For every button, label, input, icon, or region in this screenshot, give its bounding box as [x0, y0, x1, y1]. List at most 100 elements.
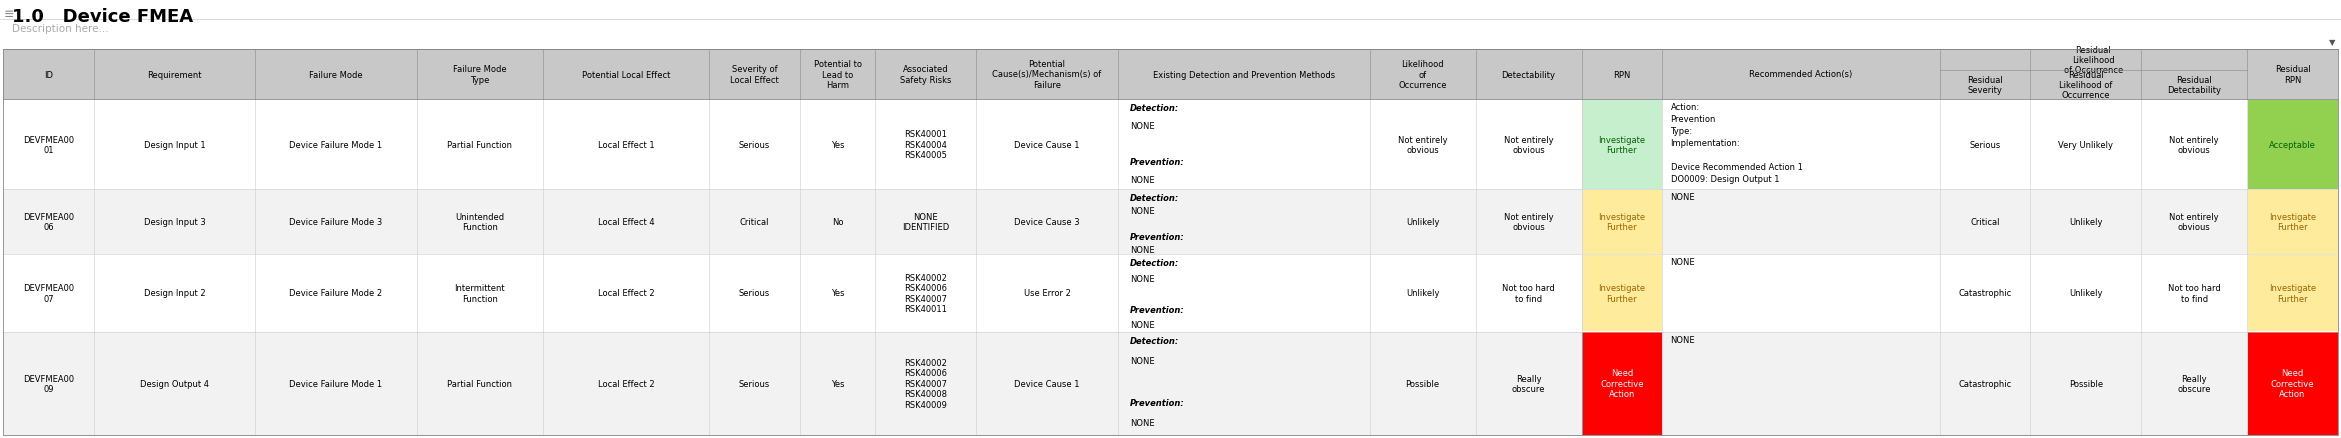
- Text: Very Unlikely: Very Unlikely: [2058, 141, 2114, 149]
- Text: Local Effect 4: Local Effect 4: [597, 218, 653, 227]
- Bar: [1583, 100, 1662, 190]
- Bar: [2, 100, 2339, 190]
- Text: Investigate
Further: Investigate Further: [1599, 135, 1646, 155]
- Text: NONE: NONE: [1671, 193, 1695, 202]
- Text: Yes: Yes: [831, 379, 845, 388]
- Text: Unlikely: Unlikely: [1407, 289, 1440, 298]
- Text: Implementation:: Implementation:: [1671, 139, 1739, 148]
- Text: Device Failure Mode 3: Device Failure Mode 3: [290, 218, 382, 227]
- Text: Existing Detection and Prevention Methods: Existing Detection and Prevention Method…: [1152, 71, 1334, 79]
- Text: Residual
RPN: Residual RPN: [2275, 65, 2311, 85]
- Text: 1.0   Device FMEA: 1.0 Device FMEA: [12, 8, 192, 26]
- Text: NONE: NONE: [1131, 246, 1154, 254]
- Text: Partial Function: Partial Function: [447, 379, 513, 388]
- Text: Investigate
Further: Investigate Further: [1599, 212, 1646, 232]
- Text: Prevention:: Prevention:: [1131, 305, 1185, 314]
- Text: Need
Corrective
Action: Need Corrective Action: [1601, 368, 1643, 398]
- Text: Not entirely
obvious: Not entirely obvious: [1398, 135, 1447, 155]
- Bar: [2, 190, 2339, 254]
- Text: Failure Mode: Failure Mode: [309, 71, 363, 79]
- Text: Not entirely
obvious: Not entirely obvious: [2170, 135, 2219, 155]
- Text: Device Failure Mode 2: Device Failure Mode 2: [290, 289, 382, 298]
- Text: Potential
Cause(s)/Mechanism(s) of
Failure: Potential Cause(s)/Mechanism(s) of Failu…: [993, 60, 1103, 90]
- Text: NONE: NONE: [1671, 335, 1695, 344]
- Text: Really
obscure: Really obscure: [2177, 374, 2210, 393]
- Text: Yes: Yes: [831, 141, 845, 149]
- Text: Unlikely: Unlikely: [1407, 218, 1440, 227]
- Bar: [1583, 332, 1662, 434]
- Text: Device Failure Mode 1: Device Failure Mode 1: [290, 379, 382, 388]
- Bar: [2, 332, 2339, 435]
- Text: NONE: NONE: [1131, 320, 1154, 329]
- Text: DO0009: Design Output 1: DO0009: Design Output 1: [1671, 175, 1779, 184]
- Text: Partial Function: Partial Function: [447, 141, 513, 149]
- Text: Type:: Type:: [1671, 127, 1693, 136]
- Text: RSK40002
RSK40006
RSK40007
RSK40008
RSK40009: RSK40002 RSK40006 RSK40007 RSK40008 RSK4…: [904, 358, 948, 409]
- Text: Potential to
Lead to
Harm: Potential to Lead to Harm: [815, 60, 861, 90]
- Text: Design Input 1: Design Input 1: [143, 141, 206, 149]
- Text: NONE: NONE: [1131, 176, 1154, 185]
- Text: Not too hard
to find: Not too hard to find: [1503, 283, 1554, 303]
- Text: Severity of
Local Effect: Severity of Local Effect: [730, 65, 780, 85]
- Text: NONE: NONE: [1671, 258, 1695, 266]
- Text: NONE: NONE: [1131, 122, 1154, 131]
- Text: Device Cause 1: Device Cause 1: [1014, 379, 1079, 388]
- Text: Local Effect 2: Local Effect 2: [597, 379, 653, 388]
- Text: Prevention:: Prevention:: [1131, 398, 1185, 407]
- Text: DEVFMEA00
09: DEVFMEA00 09: [23, 374, 75, 393]
- Text: Acceptable: Acceptable: [2268, 141, 2315, 149]
- Text: Serious: Serious: [1969, 141, 2002, 149]
- Text: Yes: Yes: [831, 289, 845, 298]
- Text: NONE: NONE: [1131, 418, 1154, 427]
- Text: Detection:: Detection:: [1131, 336, 1180, 345]
- Text: Likelihood
of
Occurrence: Likelihood of Occurrence: [1398, 60, 1447, 90]
- Text: Unlikely: Unlikely: [2069, 289, 2102, 298]
- Text: Not entirely
obvious: Not entirely obvious: [1503, 135, 1554, 155]
- Text: Unintended
Function: Unintended Function: [454, 212, 503, 232]
- Text: Not entirely
obvious: Not entirely obvious: [2170, 212, 2219, 232]
- Text: ID: ID: [44, 71, 54, 79]
- Text: Critical: Critical: [1971, 218, 1999, 227]
- Text: RSK40002
RSK40006
RSK40007
RSK40011: RSK40002 RSK40006 RSK40007 RSK40011: [904, 273, 948, 313]
- Text: Local Effect 1: Local Effect 1: [597, 141, 653, 149]
- Text: Prevention: Prevention: [1671, 115, 1716, 124]
- Text: Failure Mode
Type: Failure Mode Type: [452, 65, 506, 85]
- Text: Investigate
Further: Investigate Further: [1599, 283, 1646, 303]
- Bar: [2247, 255, 2339, 332]
- Text: Residual
Likelihood
of Occurrence: Residual Likelihood of Occurrence: [2065, 46, 2123, 75]
- Text: Serious: Serious: [740, 379, 770, 388]
- Bar: [2247, 332, 2339, 434]
- Text: RPN: RPN: [1613, 71, 1632, 79]
- Text: No: No: [831, 218, 843, 227]
- Text: DEVFMEA00
07: DEVFMEA00 07: [23, 283, 75, 303]
- Text: Description here...: Description here...: [12, 24, 108, 34]
- Text: Design Input 2: Design Input 2: [143, 289, 206, 298]
- Text: Detectability: Detectability: [1501, 71, 1554, 79]
- Text: Residual
Severity: Residual Severity: [1966, 76, 2004, 95]
- Text: Possible: Possible: [2069, 379, 2102, 388]
- Bar: [1583, 255, 1662, 332]
- Text: RSK40001
RSK40004
RSK40005: RSK40001 RSK40004 RSK40005: [904, 130, 948, 160]
- Text: Design Input 3: Design Input 3: [143, 218, 206, 227]
- Text: Intermittent
Function: Intermittent Function: [454, 283, 506, 303]
- Text: NONE
IDENTIFIED: NONE IDENTIFIED: [901, 212, 950, 232]
- Text: Residual
Detectability: Residual Detectability: [2168, 76, 2222, 95]
- Text: Recommended Action(s): Recommended Action(s): [1749, 71, 1852, 79]
- Bar: [2, 254, 2339, 332]
- Text: Prevention:: Prevention:: [1131, 233, 1185, 242]
- Text: NONE: NONE: [1131, 357, 1154, 365]
- Text: Need
Corrective
Action: Need Corrective Action: [2271, 368, 2315, 398]
- Text: Device Cause 1: Device Cause 1: [1014, 141, 1079, 149]
- Text: Local Effect 2: Local Effect 2: [597, 289, 653, 298]
- Text: Potential Local Effect: Potential Local Effect: [581, 71, 670, 79]
- Text: Design Output 4: Design Output 4: [140, 379, 208, 388]
- Bar: [2, 50, 2339, 100]
- Text: Investigate
Further: Investigate Further: [2268, 283, 2315, 303]
- Text: Really
obscure: Really obscure: [1512, 374, 1545, 393]
- Text: Detection:: Detection:: [1131, 258, 1180, 268]
- Text: Investigate
Further: Investigate Further: [2268, 212, 2315, 232]
- Bar: [1583, 191, 1662, 254]
- Text: Device Recommended Action 1: Device Recommended Action 1: [1671, 163, 1803, 172]
- Text: Not too hard
to find: Not too hard to find: [2168, 283, 2222, 303]
- Text: Unlikely: Unlikely: [2069, 218, 2102, 227]
